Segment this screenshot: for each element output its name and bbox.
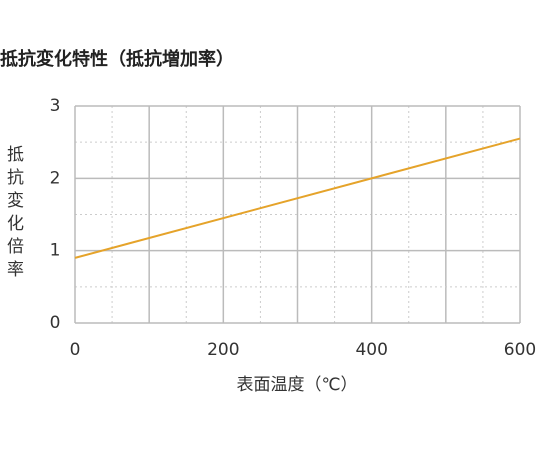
x-tick-label: 200	[207, 340, 239, 360]
x-tick-label: 400	[355, 340, 387, 360]
data-line	[74, 137, 521, 259]
y-axis-label: 抵抗変化倍率	[3, 145, 24, 283]
y-tick-label: 1	[50, 241, 61, 261]
x-axis-label: 表面温度（℃）	[236, 375, 357, 395]
y-tick-label: 0	[50, 313, 61, 333]
y-tick-label: 3	[50, 96, 61, 116]
x-tick-label: 0	[70, 340, 81, 360]
x-tick-label: 600	[504, 340, 536, 360]
y-tick-label: 2	[50, 168, 61, 188]
chart-title: 抵抗変化特性（抵抗増加率）	[0, 48, 234, 70]
